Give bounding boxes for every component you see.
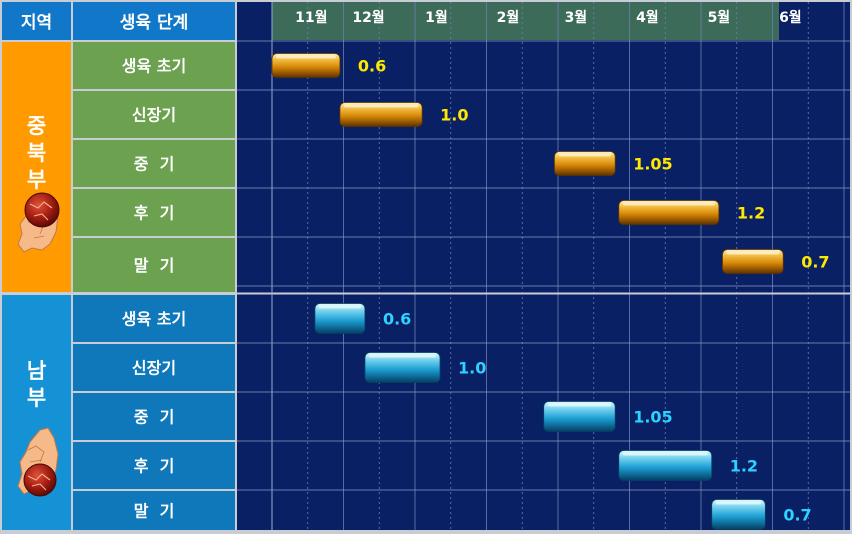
stage-bar <box>711 499 766 530</box>
timeline-header <box>272 2 779 40</box>
x-tick-label: 2월 <box>497 9 520 26</box>
stage-bar <box>314 303 366 334</box>
stage-bar <box>554 151 616 176</box>
stage-bar-highlight <box>558 153 612 157</box>
stage-bar-highlight <box>368 354 437 358</box>
stage-cell <box>73 140 235 187</box>
value-label: 0.6 <box>358 57 386 76</box>
region-header-cell <box>2 2 71 40</box>
value-label: 1.05 <box>633 408 672 427</box>
stage-cell <box>73 42 235 89</box>
stage-bar-highlight <box>318 305 361 309</box>
stage-label: 생육 초기 <box>122 310 186 329</box>
stage-label: 중 기 <box>134 408 175 427</box>
stage-bar-highlight <box>622 202 715 206</box>
x-tick-label: 6월 <box>779 9 802 26</box>
korea-map-icon <box>17 427 59 497</box>
region-name-char: 북 <box>27 141 46 165</box>
stage-header: 생육 단계 <box>120 13 188 33</box>
region-name-char: 부 <box>27 386 46 410</box>
stage-label: 후 기 <box>134 204 175 223</box>
stage-bar-highlight <box>547 403 612 407</box>
x-tick-label: 12월 <box>352 9 384 26</box>
value-label: 1.2 <box>730 457 758 476</box>
stage-cell <box>73 442 235 489</box>
stage-bar-highlight <box>343 104 419 108</box>
value-label: 1.0 <box>458 359 486 378</box>
x-tick-label: 4월 <box>636 9 659 26</box>
stage-label: 중 기 <box>134 155 175 174</box>
stage-label: 후 기 <box>134 457 175 476</box>
region-name-char: 남 <box>27 359 46 383</box>
stage-bar <box>543 401 616 432</box>
stage-cell <box>73 491 235 530</box>
stage-label: 신장기 <box>132 359 176 378</box>
stage-cell <box>73 393 235 440</box>
value-label: 0.7 <box>783 506 811 525</box>
stage-header-cell <box>73 2 235 40</box>
korea-map-icon <box>17 192 60 253</box>
stage-bar <box>722 249 784 274</box>
stage-bar <box>339 102 423 127</box>
stage-label: 말 기 <box>134 256 175 275</box>
value-label: 0.6 <box>383 310 411 329</box>
region-header: 지역 <box>21 13 52 33</box>
value-label: 0.7 <box>801 253 829 272</box>
stage-cell <box>73 344 235 391</box>
x-tick-label: 11월 <box>295 9 327 26</box>
value-label: 1.0 <box>440 106 468 125</box>
stage-label: 말 기 <box>134 502 175 521</box>
region-name-char: 부 <box>27 168 46 192</box>
stage-bar <box>271 53 341 78</box>
region-cell-north <box>2 42 71 292</box>
value-label: 1.2 <box>737 204 765 223</box>
stage-cell <box>73 91 235 138</box>
stage-bar-highlight <box>276 55 336 59</box>
stage-bar-highlight <box>715 501 762 505</box>
x-tick-label: 5월 <box>708 9 731 26</box>
x-tick-label: 3월 <box>565 9 588 26</box>
stage-label: 생육 초기 <box>122 57 186 76</box>
stage-bar <box>364 352 441 383</box>
region-name-char: 중 <box>27 114 46 138</box>
value-label: 1.05 <box>633 155 672 174</box>
stage-bar-highlight <box>726 251 780 255</box>
x-tick-label: 1월 <box>425 9 448 26</box>
stage-cell <box>73 238 235 292</box>
stage-label: 신장기 <box>132 106 176 125</box>
stage-bar-highlight <box>622 452 708 456</box>
stage-cell <box>73 295 235 342</box>
stage-cell <box>73 189 235 236</box>
stage-bar <box>618 200 720 225</box>
stage-bar <box>618 450 713 481</box>
